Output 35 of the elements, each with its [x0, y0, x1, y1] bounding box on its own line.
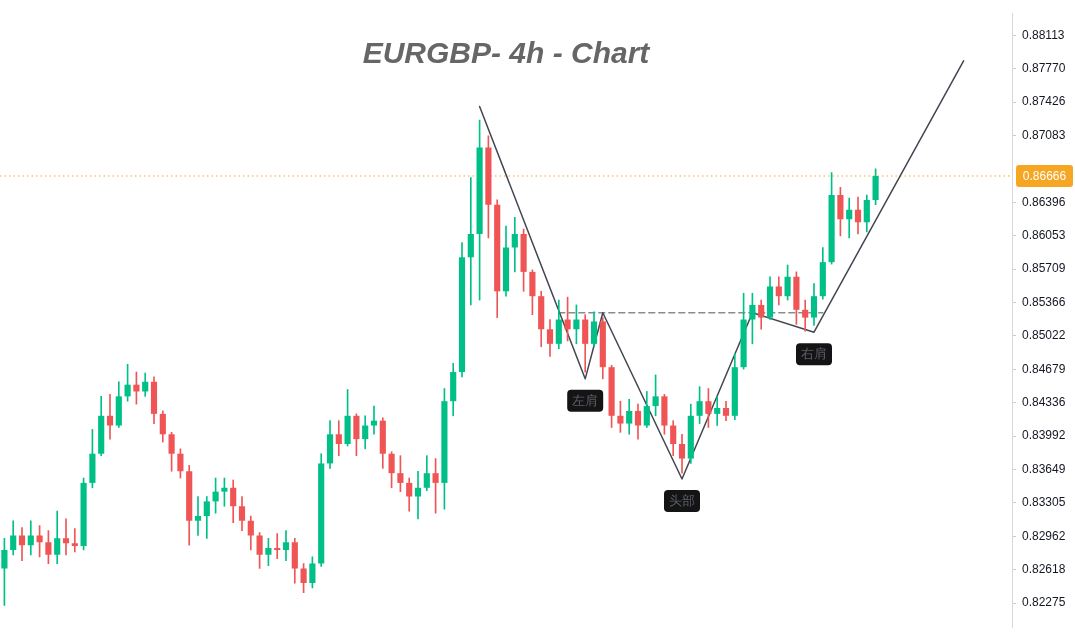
y-tick-label: 0.85709 — [1022, 261, 1066, 276]
y-tick-label: 0.87770 — [1022, 60, 1066, 75]
y-tick-label: 0.82962 — [1022, 528, 1066, 543]
y-tick-label: 0.88113 — [1022, 27, 1065, 42]
ref-line-label: 0.86666 — [1022, 168, 1067, 183]
y-tick-label: 0.83305 — [1022, 495, 1066, 510]
candlestick — [846, 197, 853, 239]
annotation: 左肩 — [572, 392, 599, 408]
candlestick — [282, 530, 290, 562]
candlestick — [714, 396, 721, 426]
candlestick — [511, 217, 518, 273]
candlestick — [194, 496, 202, 536]
candlestick — [62, 518, 70, 556]
y-tick-label: 0.82618 — [1022, 561, 1066, 576]
y-tick-label: 0.86396 — [1022, 194, 1066, 209]
candlestick — [467, 177, 474, 306]
y-tick-label: 0.85022 — [1022, 328, 1066, 343]
annotation: 头部 — [669, 493, 695, 509]
y-tick-label: 0.87083 — [1022, 127, 1066, 142]
candlestick — [71, 528, 78, 553]
y-tick-label: 0.83992 — [1022, 428, 1066, 443]
candlestick — [106, 394, 114, 440]
y-tick-label: 0.87426 — [1022, 94, 1066, 109]
y-tick-label: 0.85366 — [1022, 294, 1066, 309]
y-tick-label: 0.83649 — [1022, 461, 1066, 476]
candlestick — [274, 533, 281, 560]
candlestick — [414, 470, 422, 520]
candlestick — [370, 405, 378, 435]
y-tick-label: 0.84336 — [1022, 394, 1066, 409]
y-tick-label: 0.82275 — [1022, 595, 1066, 610]
y-tick-label: 0.84679 — [1022, 361, 1066, 376]
annotation: 右肩 — [801, 346, 827, 362]
y-tick-label: 0.86053 — [1022, 227, 1066, 242]
text: EURGBP- 4h - Chart — [362, 36, 652, 70]
candlestick — [802, 299, 809, 332]
